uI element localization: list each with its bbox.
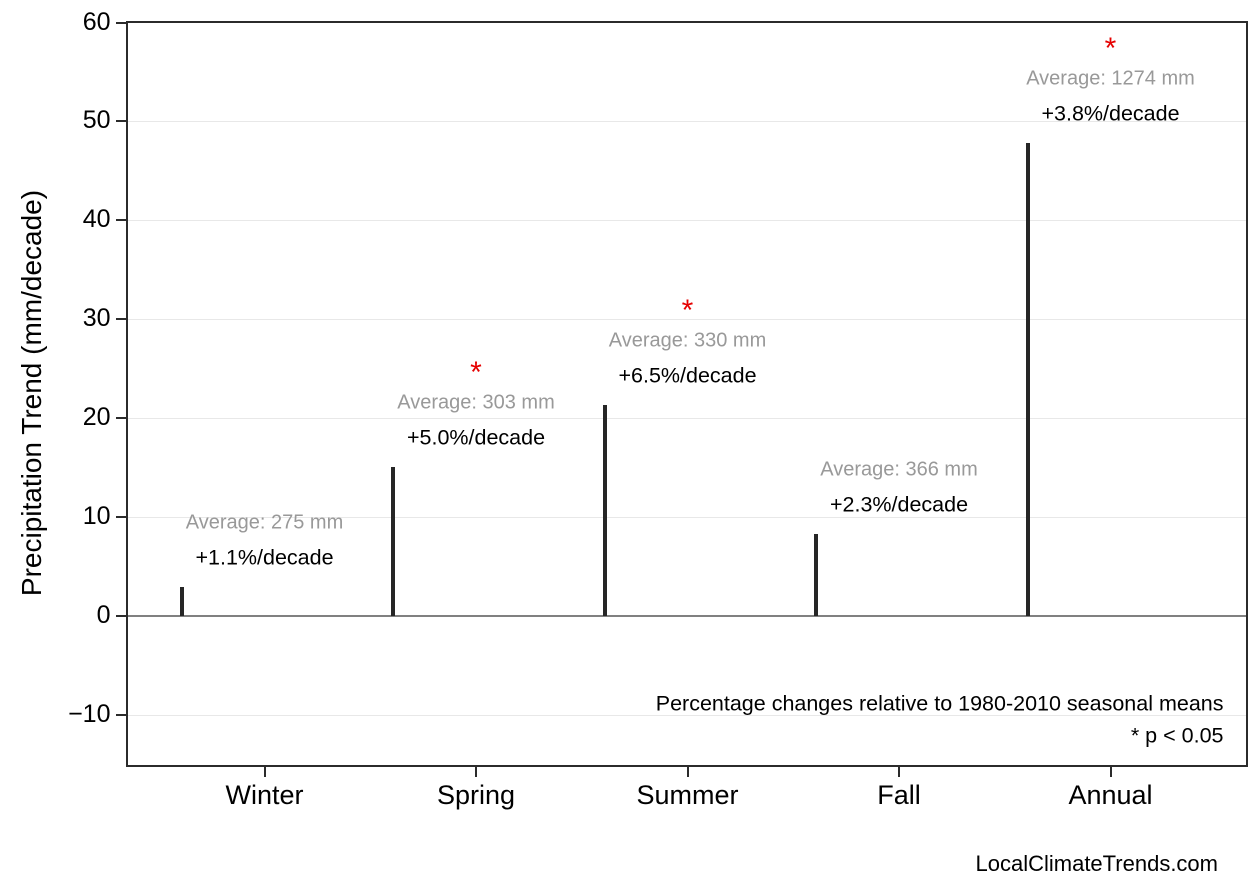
y-tick-label: 40 — [82, 205, 111, 234]
bar-average-label: Average: 303 mm — [397, 391, 555, 414]
bar-average-label: Average: 275 mm — [185, 511, 344, 534]
bar-percent-label: +6.5%/decade — [618, 363, 757, 388]
note-p-value: * p < 0.05 — [1130, 723, 1224, 747]
significance-star: * — [681, 293, 694, 327]
bar-spring — [391, 467, 395, 617]
footer-watermark: LocalClimateTrends.com — [975, 851, 1219, 876]
y-tick-label: 0 — [96, 601, 111, 630]
gridline — [127, 417, 1246, 419]
bar-average-label: Average: 366 mm — [820, 458, 978, 481]
x-tick-label-summer: Summer — [636, 779, 739, 810]
x-axis-tick — [898, 766, 900, 777]
y-axis-tick — [115, 120, 126, 123]
bar-annual — [1025, 143, 1030, 617]
bar-summer — [602, 404, 607, 617]
bar-percent-label: +1.1%/decade — [195, 545, 334, 570]
y-tick-label: 10 — [82, 502, 111, 531]
y-axis-tick — [115, 516, 126, 519]
bar-average-label: Average: 1274 mm — [1026, 67, 1195, 90]
gridline — [127, 318, 1246, 320]
gridline — [127, 714, 1246, 716]
x-tick-label-fall: Fall — [877, 779, 921, 810]
bar-percent-label: +3.8%/decade — [1041, 101, 1180, 126]
zero-line — [127, 615, 1246, 618]
x-axis-tick — [263, 766, 266, 777]
y-tick-label: 30 — [82, 304, 111, 333]
y-axis-tick — [115, 714, 126, 717]
gridline — [127, 219, 1246, 221]
gridline — [127, 516, 1246, 518]
y-axis-tick — [115, 615, 126, 618]
y-tick-label: 20 — [82, 403, 111, 432]
y-axis-label: Precipitation Trend (mm/decade) — [16, 189, 47, 597]
x-tick-label-winter: Winter — [225, 779, 304, 810]
significance-star: * — [1104, 32, 1117, 66]
bar-fall — [814, 534, 818, 617]
bar-percent-label: +2.3%/decade — [829, 492, 969, 517]
bar-percent-label: +5.0%/decade — [406, 425, 546, 450]
significance-star: * — [470, 356, 482, 389]
x-axis-tick — [475, 766, 477, 777]
y-tick-label: 60 — [82, 7, 111, 36]
x-tick-label-spring: Spring — [436, 779, 516, 810]
y-axis-tick — [115, 417, 126, 420]
y-tick-label: 50 — [82, 106, 111, 135]
note-percent-changes: Percentage changes relative to 1980-2010… — [655, 691, 1224, 715]
y-axis-tick — [115, 318, 126, 321]
x-tick-label-annual: Annual — [1068, 779, 1153, 810]
y-axis-tick — [115, 219, 126, 222]
gridline — [127, 120, 1246, 122]
x-axis-tick — [686, 766, 689, 777]
plot-area: Percentage changes relative to 1980-2010… — [68, 7, 1248, 810]
y-tick-label: −10 — [68, 700, 111, 729]
bar-winter — [179, 586, 184, 617]
y-axis-tick — [115, 21, 126, 24]
bar-average-label: Average: 330 mm — [608, 329, 767, 352]
x-axis-tick — [1109, 766, 1112, 777]
